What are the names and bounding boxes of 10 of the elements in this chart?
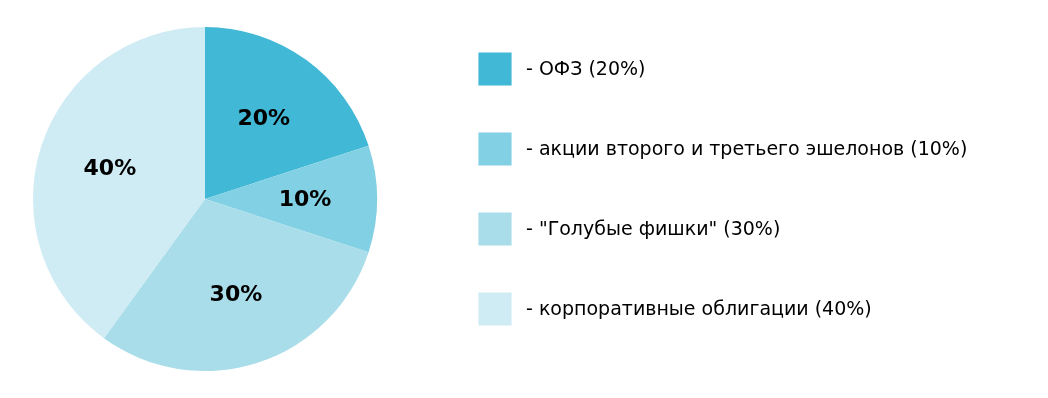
data-label: 10% [278, 186, 332, 211]
pie-slice [205, 145, 377, 253]
legend-label: - "Голубые фишки" (30%) [526, 217, 781, 239]
data-label: 30% [209, 281, 263, 307]
pie-slice [33, 27, 205, 339]
legend-label: - корпоративные облигации (40%) [526, 297, 872, 319]
legend-label: - акции второго и третьего эшелонов (10%) [526, 137, 968, 159]
data-label: 20% [237, 105, 291, 131]
legend-label: - ОФЗ (20%) [526, 57, 646, 79]
data-label: 40% [83, 155, 137, 181]
